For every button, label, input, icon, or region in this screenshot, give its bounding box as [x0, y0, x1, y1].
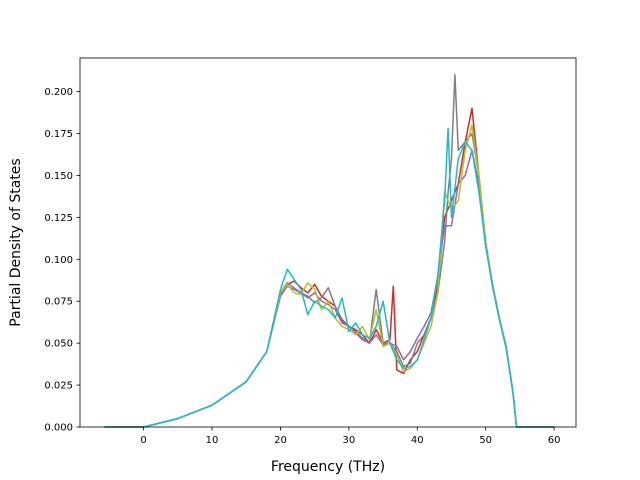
x-tick-label: 50 — [479, 435, 492, 446]
series-line-4 — [104, 124, 555, 428]
y-tick-label: 0.175 — [44, 129, 73, 140]
x-tick-label: 60 — [548, 435, 561, 446]
x-tick-label: 10 — [206, 435, 219, 446]
y-tick-label: 0.200 — [44, 87, 73, 98]
y-tick-label: 0.000 — [44, 423, 73, 434]
x-tick-label: 40 — [411, 435, 424, 446]
y-tick-label: 0.075 — [44, 297, 73, 308]
y-tick-label: 0.050 — [44, 339, 73, 350]
y-tick-label: 0.025 — [44, 381, 73, 392]
plot-frame — [79, 57, 577, 428]
y-axis-label: Partial Density of States — [8, 158, 24, 326]
y-tick-label: 0.100 — [44, 255, 73, 266]
y-tick-label: 0.150 — [44, 171, 73, 182]
x-tick-label: 30 — [342, 435, 355, 446]
y-axis-ticks: 0.000 0.025 0.050 0.075 0.100 0.125 0.150 0.175… — [44, 87, 80, 434]
y-tick-label: 0.125 — [44, 213, 73, 224]
x-axis-label: Frequency (THz) — [271, 459, 385, 475]
series-layer — [104, 74, 555, 428]
x-tick-label: 0 — [140, 435, 146, 446]
x-axis-ticks: 0 10 20 30 40 50 60 — [140, 427, 560, 446]
series-line-5 — [104, 127, 555, 428]
x-tick-label: 20 — [274, 435, 287, 446]
